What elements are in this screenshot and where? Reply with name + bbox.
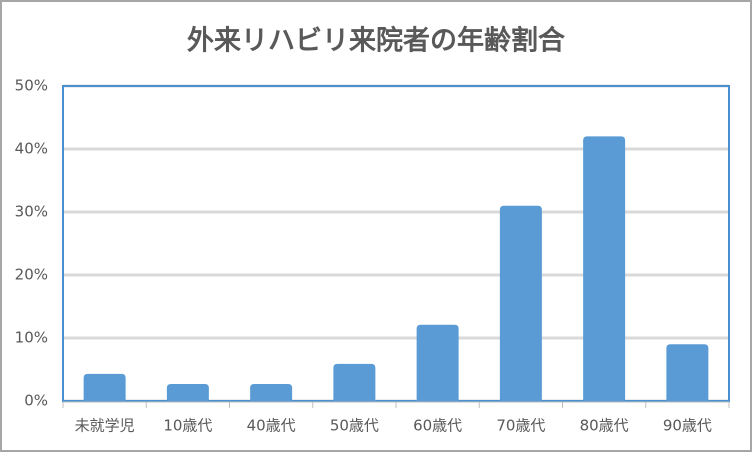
y-tick-label: 10% [15, 329, 48, 347]
x-tick-label: 50歳代 [330, 417, 379, 435]
y-tick-label: 50% [15, 77, 48, 95]
chart-title: 外来リハビリ来院者の年齢割合 [187, 25, 565, 57]
bar [83, 373, 126, 401]
bar [499, 205, 542, 401]
plot-frame [62, 85, 730, 402]
y-tick-label: 0% [24, 392, 48, 410]
bar [666, 344, 709, 401]
bar [250, 383, 293, 401]
x-tick-label: 40歳代 [247, 417, 296, 435]
x-tick-label: 80歳代 [580, 417, 629, 435]
bar [166, 383, 209, 401]
y-tick-label: 20% [15, 266, 48, 284]
bar [416, 324, 459, 401]
x-tick-label: 90歳代 [663, 417, 712, 435]
x-tick-label: 10歳代 [163, 417, 212, 435]
y-tick-label: 40% [15, 140, 48, 158]
x-tick-label: 70歳代 [496, 417, 545, 435]
bar [583, 136, 626, 401]
bar [333, 363, 376, 401]
y-tick-label: 30% [15, 203, 48, 221]
x-tick-label: 60歳代 [413, 417, 462, 435]
x-tick-label: 未就学児 [75, 417, 135, 435]
